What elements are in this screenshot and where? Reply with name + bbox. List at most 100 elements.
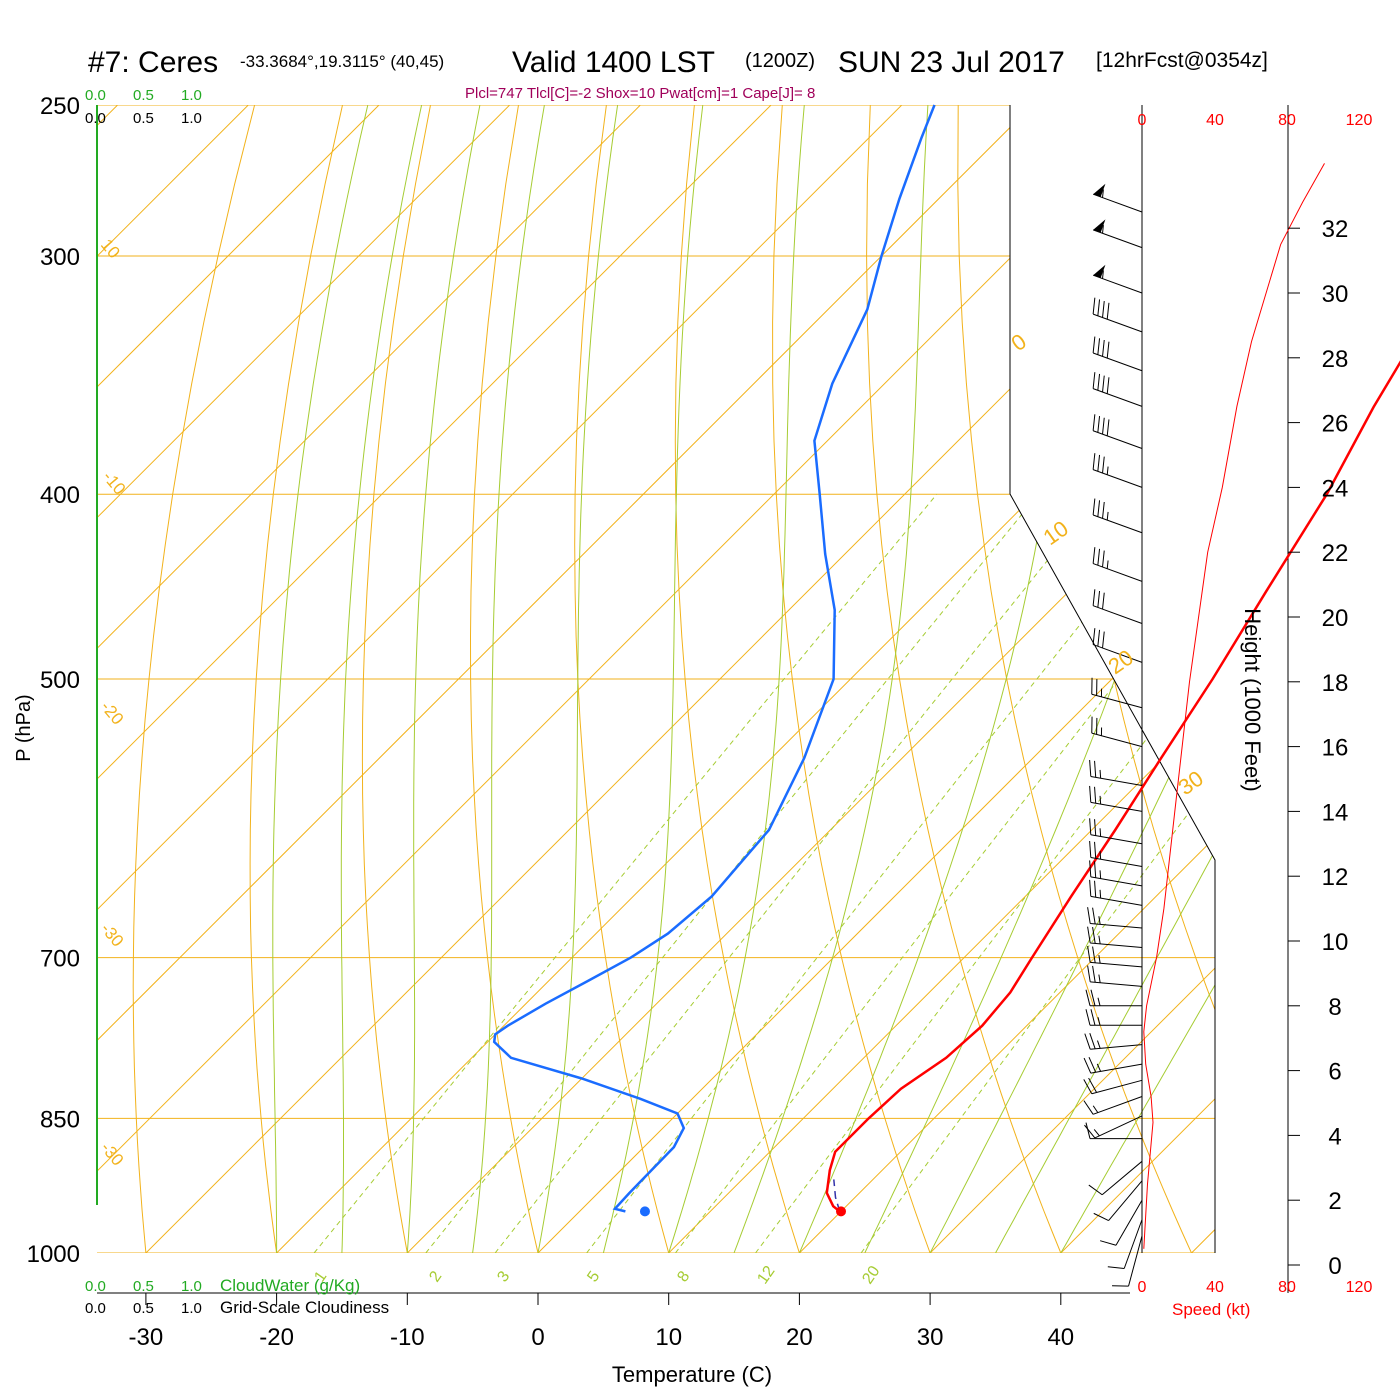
wind-barb-flag xyxy=(1093,219,1106,233)
wind-barb-full xyxy=(1100,1240,1117,1246)
wind-barb-full xyxy=(1084,1124,1096,1139)
wind-barb xyxy=(1100,1199,1143,1246)
wind-barb xyxy=(1092,547,1143,582)
wind-barb-staff xyxy=(1091,732,1143,748)
wind-barb xyxy=(1093,1180,1143,1222)
wind-barb-staff xyxy=(1108,1180,1143,1221)
height-tick-label: 2 xyxy=(1328,1188,1341,1215)
wind-barb-full xyxy=(1097,299,1101,316)
isotherm xyxy=(589,105,1215,1253)
wind-barb-half xyxy=(1097,997,1101,1006)
plot-frame xyxy=(96,105,1289,1293)
wind-barb-full xyxy=(1092,547,1096,564)
dry-adiabat xyxy=(132,105,308,1253)
wind-barb-staff xyxy=(1092,193,1143,213)
wind-barb-full xyxy=(1087,965,1091,982)
temperature-tick-label: 0 xyxy=(531,1324,544,1351)
cloudiness-bottom-tick: 1.0 xyxy=(181,1300,202,1317)
wind-barb-full xyxy=(1094,760,1097,778)
plot-right-boundary xyxy=(1009,105,1216,1253)
wind-barb-full xyxy=(1092,628,1096,645)
wind-barb-half xyxy=(1106,466,1109,475)
wind-barb-full xyxy=(1102,592,1105,610)
wind-barb-staff xyxy=(1090,961,1143,968)
wind-barb-full xyxy=(1094,880,1097,898)
surface-dewpoint-marker xyxy=(639,1206,650,1217)
wind-barb-full xyxy=(1083,1057,1092,1074)
wind-barbs xyxy=(1083,183,1143,1287)
wind-barb xyxy=(1089,785,1143,812)
wind-barb-half xyxy=(1093,1129,1100,1137)
mixing-ratio-label: 20 xyxy=(859,1263,883,1287)
wind-barb-full xyxy=(1089,818,1092,835)
wind-barb-staff xyxy=(1123,1219,1143,1269)
wind-barb xyxy=(1092,264,1143,294)
wind-barb-full xyxy=(1088,1077,1098,1093)
wind-barb-full xyxy=(1089,785,1092,803)
speed-top-tick: 40 xyxy=(1206,112,1224,129)
isotherm xyxy=(1243,0,1400,1332)
height-tick-label: 28 xyxy=(1322,346,1349,373)
isotherm-label: -30 xyxy=(97,1138,127,1169)
forecast-info: [12hrFcst@0354z] xyxy=(1096,49,1268,72)
wind-barb xyxy=(1083,1057,1143,1074)
wind-barb-half xyxy=(1106,511,1109,521)
wind-barb xyxy=(1089,860,1143,887)
wind-barb xyxy=(1092,453,1143,488)
isotherm xyxy=(97,105,1215,1253)
wind-barb xyxy=(1092,183,1143,213)
wind-barb-full xyxy=(1087,946,1091,963)
wind-barb-full xyxy=(1092,965,1096,983)
pressure-tick-label: 850 xyxy=(40,1106,80,1133)
wind-barb xyxy=(1091,716,1143,748)
temperature-tick-label: 20 xyxy=(786,1324,813,1351)
speed-top-tick: 120 xyxy=(1346,112,1373,129)
wind-barb-staff xyxy=(1092,563,1143,582)
dry-adiabat xyxy=(1298,0,1400,1293)
wind-speed-profile xyxy=(1143,163,1325,1249)
temperature-tick-label: -20 xyxy=(259,1324,294,1351)
isotherm xyxy=(97,105,1215,1253)
moist-adiabat xyxy=(1060,105,1215,1253)
wind-barb-full xyxy=(1085,989,1091,1006)
moist-adiabat xyxy=(340,105,423,1253)
wind-barb-half xyxy=(1098,974,1101,983)
isotherm xyxy=(328,105,1215,1253)
moist-adiabat xyxy=(733,105,929,1253)
temperature-tick-label: 30 xyxy=(917,1324,944,1351)
wind-barb-full xyxy=(1097,590,1101,608)
wind-barb-half xyxy=(1102,189,1104,198)
wind-barb-full xyxy=(1092,946,1096,963)
wind-barb-full xyxy=(1092,297,1096,315)
wind-barb-full xyxy=(1097,548,1101,566)
mixing-ratio-label: 12 xyxy=(754,1263,778,1287)
cloudiness-top-tick: 0.0 xyxy=(85,110,106,127)
wind-barb-full xyxy=(1097,415,1101,433)
speed-bottom-tick: 80 xyxy=(1278,1279,1296,1296)
wind-barb-full xyxy=(1089,860,1092,877)
sounding-series xyxy=(492,104,1400,1217)
wind-barb-half xyxy=(1097,1017,1101,1026)
wind-barb-staff xyxy=(1092,430,1143,449)
wind-barb-full xyxy=(1106,302,1110,320)
temperature-tick-label: -10 xyxy=(390,1324,425,1351)
background-grid xyxy=(97,0,1400,1332)
isotherm xyxy=(97,105,695,1253)
isotherm xyxy=(850,105,1215,1253)
wind-barb-full xyxy=(1102,501,1105,519)
moist-adiabat xyxy=(272,105,369,1253)
wind-barb-full xyxy=(1106,419,1110,436)
wind-barb-full xyxy=(1083,1079,1093,1095)
wind-barb-full xyxy=(1106,377,1110,394)
wind-barb xyxy=(1092,589,1143,624)
wind-barb xyxy=(1089,840,1143,867)
temperature-tick-label: -30 xyxy=(129,1324,164,1351)
wind-barb-half xyxy=(1099,769,1102,779)
valid-time: Valid 1400 LST xyxy=(512,46,715,79)
moist-adiabat xyxy=(472,105,545,1253)
isotherm xyxy=(97,105,434,1253)
wind-barb-staff xyxy=(1092,274,1143,294)
dry-adiabat xyxy=(469,105,556,1253)
height-tick-label: 6 xyxy=(1328,1059,1341,1086)
wind-barb-full xyxy=(1085,1122,1091,1139)
